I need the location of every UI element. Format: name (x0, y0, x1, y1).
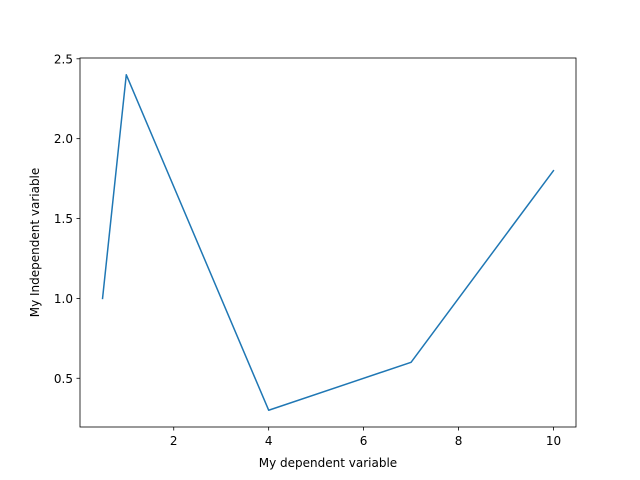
axes-frame (79, 57, 577, 428)
x-tick-label: 6 (360, 434, 368, 448)
y-axis-ticks: 0.5 1.0 1.5 2.0 2.5 (54, 52, 80, 386)
y-tick-label: 1.5 (54, 212, 73, 226)
x-tick-label: 2 (170, 434, 178, 448)
y-tick-label: 2.0 (54, 132, 73, 146)
y-tick-label: 1.0 (54, 292, 73, 306)
y-tick-label: 2.5 (54, 52, 73, 66)
x-tick-label: 10 (546, 434, 561, 448)
y-tick-label: 0.5 (54, 372, 73, 386)
plot-layer (101, 74, 555, 411)
x-axis-ticks: 2 4 6 8 10 (170, 427, 561, 448)
series-line-0 (101, 74, 555, 411)
x-tick-label: 4 (265, 434, 273, 448)
y-axis-label: My Independent variable (28, 168, 42, 318)
x-axis-label: My dependent variable (259, 456, 397, 470)
x-tick-label: 8 (455, 434, 463, 448)
